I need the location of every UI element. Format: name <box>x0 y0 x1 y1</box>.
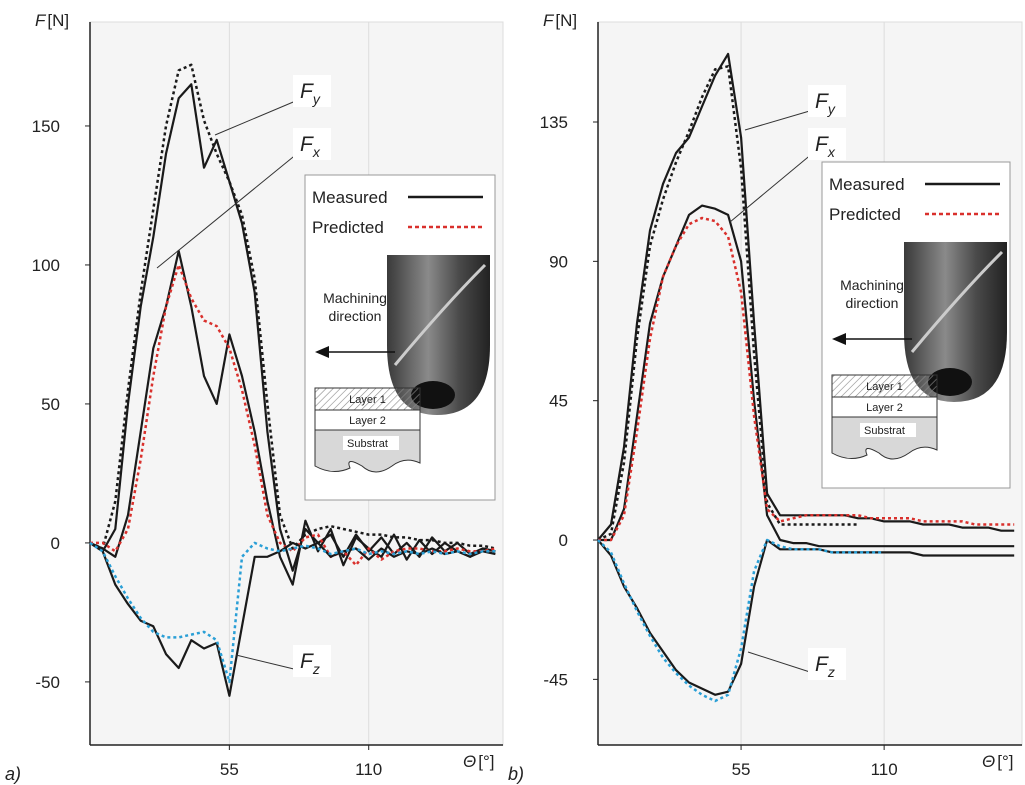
annotation-symbol: F <box>815 133 829 156</box>
annotation-box <box>808 85 846 117</box>
annotation-subscript: y <box>827 101 836 117</box>
x-tick-label: 110 <box>871 760 898 779</box>
leader-line <box>214 99 299 136</box>
arrow-head <box>315 346 329 358</box>
layer-label-bg <box>343 436 399 450</box>
x-axis-unit: [°] <box>478 752 494 771</box>
series-line <box>598 204 1015 548</box>
layer-label: Layer 2 <box>349 415 386 427</box>
tool-flute <box>910 250 1004 353</box>
y-tick-label: 90 <box>549 252 568 271</box>
annotation-subscript: x <box>312 144 321 160</box>
direction-label: direction <box>846 295 899 311</box>
annotation-box <box>293 128 331 160</box>
leader-line <box>747 651 814 674</box>
y-tick-label: -45 <box>543 670 568 689</box>
direction-label: Machining <box>840 277 904 293</box>
leader-line <box>156 152 299 269</box>
annotation-subscript: y <box>312 91 321 107</box>
y-axis-unit: [N] <box>555 11 577 30</box>
annotation: Fz <box>815 653 835 680</box>
y-tick-label: 0 <box>51 534 60 553</box>
annotation-box <box>808 648 846 680</box>
tool-body <box>387 255 490 415</box>
tool-flute <box>393 263 487 366</box>
x-tick-label: 55 <box>732 760 751 779</box>
y-axis-label: F [N] <box>543 11 577 30</box>
x-axis-label: Θ [°] <box>982 752 1013 771</box>
tool-tip <box>928 368 972 396</box>
y-axis-symbol: F <box>543 11 555 30</box>
annotation-symbol: F <box>815 653 829 676</box>
series-line <box>597 538 885 703</box>
annotation-symbol: F <box>815 90 829 113</box>
legend-label: Predicted <box>829 205 901 224</box>
x-axis-label: Θ [°] <box>463 752 494 771</box>
arrow-head <box>832 333 846 345</box>
annotation: Fy <box>815 90 836 117</box>
panel-label: b) <box>508 764 524 784</box>
leader-line <box>729 152 814 223</box>
y-tick-label: -50 <box>35 673 60 692</box>
annotation-symbol: F <box>300 650 314 673</box>
layer-label-bg <box>860 423 916 437</box>
panel-label: a) <box>5 764 21 784</box>
leader-line <box>744 109 814 131</box>
layer-label: Layer 1 <box>349 394 386 406</box>
series-line <box>89 63 496 550</box>
annotation-subscript: x <box>827 144 836 160</box>
layer-label: Substrat <box>347 438 388 450</box>
series-line <box>598 216 1015 542</box>
direction-label: Machining <box>323 290 387 306</box>
annotation-box <box>293 75 331 107</box>
annotation-box <box>808 128 846 160</box>
legend-label: Measured <box>312 188 388 207</box>
y-tick-label: 150 <box>32 117 60 136</box>
y-axis-label: F [N] <box>35 11 69 30</box>
y-tick-label: 45 <box>549 392 568 411</box>
y-tick-label: 100 <box>32 256 60 275</box>
annotation: Fx <box>300 133 321 160</box>
direction-label: direction <box>329 308 382 324</box>
leader-line <box>235 654 299 671</box>
y-tick-label: 0 <box>559 531 568 550</box>
tool-tip <box>411 381 455 409</box>
series-line <box>89 83 496 572</box>
x-axis-unit: [°] <box>997 752 1013 771</box>
series-line <box>597 538 1015 696</box>
annotation-symbol: F <box>300 80 314 103</box>
annotation: Fy <box>300 80 321 107</box>
legend-label: Measured <box>829 175 905 194</box>
x-tick-label: 55 <box>220 760 239 779</box>
annotation: Fz <box>300 650 320 677</box>
legend-label: Predicted <box>312 218 384 237</box>
layer-label: Substrat <box>864 425 905 437</box>
y-axis-symbol: F <box>35 11 47 30</box>
annotation-symbol: F <box>300 133 314 156</box>
tool-body <box>904 242 1007 402</box>
annotation-subscript: z <box>312 661 320 677</box>
x-axis-symbol: Θ <box>982 752 995 771</box>
y-tick-label: 135 <box>540 113 568 132</box>
series-line <box>89 541 496 684</box>
annotation-subscript: z <box>827 664 835 680</box>
layer-label: Layer 2 <box>866 402 903 414</box>
x-axis-symbol: Θ <box>463 752 476 771</box>
annotation: Fx <box>815 133 836 160</box>
series-line <box>89 541 496 697</box>
y-tick-label: 50 <box>41 395 60 414</box>
y-axis-unit: [N] <box>47 11 69 30</box>
x-tick-label: 110 <box>355 760 382 779</box>
series-line <box>597 65 859 542</box>
layer-label: Layer 1 <box>866 381 903 393</box>
annotation-box <box>293 645 331 677</box>
